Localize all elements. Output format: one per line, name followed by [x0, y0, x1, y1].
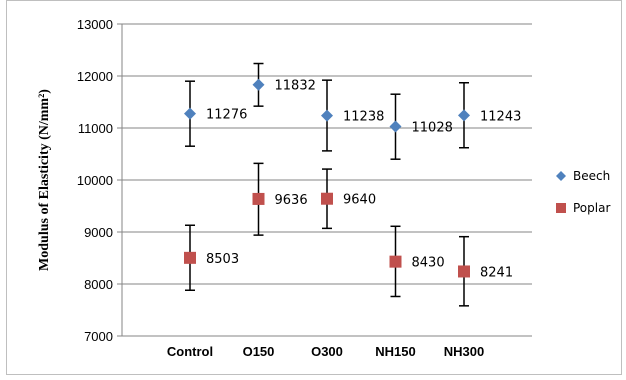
x-category-label: O150 [243, 344, 275, 359]
x-category-label: O300 [311, 344, 343, 359]
data-label: 11276 [206, 108, 247, 123]
y-tick-label: 10000 [77, 173, 113, 188]
x-category-label: Control [167, 344, 213, 359]
legend-label: Poplar [573, 201, 610, 215]
legend-beech-marker [556, 171, 566, 181]
chart-frame [6, 0, 622, 375]
data-label: 8503 [206, 252, 239, 267]
data-markers [184, 78, 470, 278]
data-label: 11028 [412, 121, 453, 136]
data-label: 11243 [480, 109, 521, 124]
data-label: 9636 [275, 193, 308, 208]
y-axis-label: Modulus of Elasticity (N/mm²) [37, 89, 52, 271]
x-category-label: NH300 [444, 344, 484, 359]
y-tick-label: 12000 [77, 69, 113, 84]
y-tick-label: 8000 [84, 277, 113, 292]
beech-point [184, 107, 196, 120]
data-label: 11238 [343, 110, 384, 125]
legend: Beech Poplar [556, 169, 610, 215]
y-tick-label: 13000 [77, 17, 113, 32]
legend-label: Beech [573, 169, 610, 183]
poplar-point [458, 265, 470, 278]
poplar-point [252, 192, 265, 205]
y-tick-label: 7000 [84, 329, 113, 344]
gridlines [122, 23, 532, 285]
y-tick-label: 11000 [78, 121, 113, 136]
data-label: 8430 [412, 256, 445, 271]
data-label: 11832 [275, 79, 316, 94]
y-tick-label: 9000 [84, 225, 113, 240]
axes: 7000 8000 9000 10000 11000 12000 13000 Control O… [77, 17, 532, 359]
beech-point [252, 78, 265, 91]
beech-point [321, 109, 333, 122]
data-label: 8241 [480, 265, 513, 280]
data-label: 9640 [343, 193, 376, 208]
poplar-point [389, 255, 402, 268]
poplar-point [184, 251, 196, 264]
x-category-label: NH150 [375, 344, 415, 359]
beech-point [458, 109, 470, 122]
data-labels: 11276 11832 11238 11028 11243 8503 9636 9640 843… [206, 79, 521, 281]
legend-poplar-marker [556, 203, 566, 213]
poplar-point [321, 192, 333, 205]
beech-point [389, 120, 402, 133]
